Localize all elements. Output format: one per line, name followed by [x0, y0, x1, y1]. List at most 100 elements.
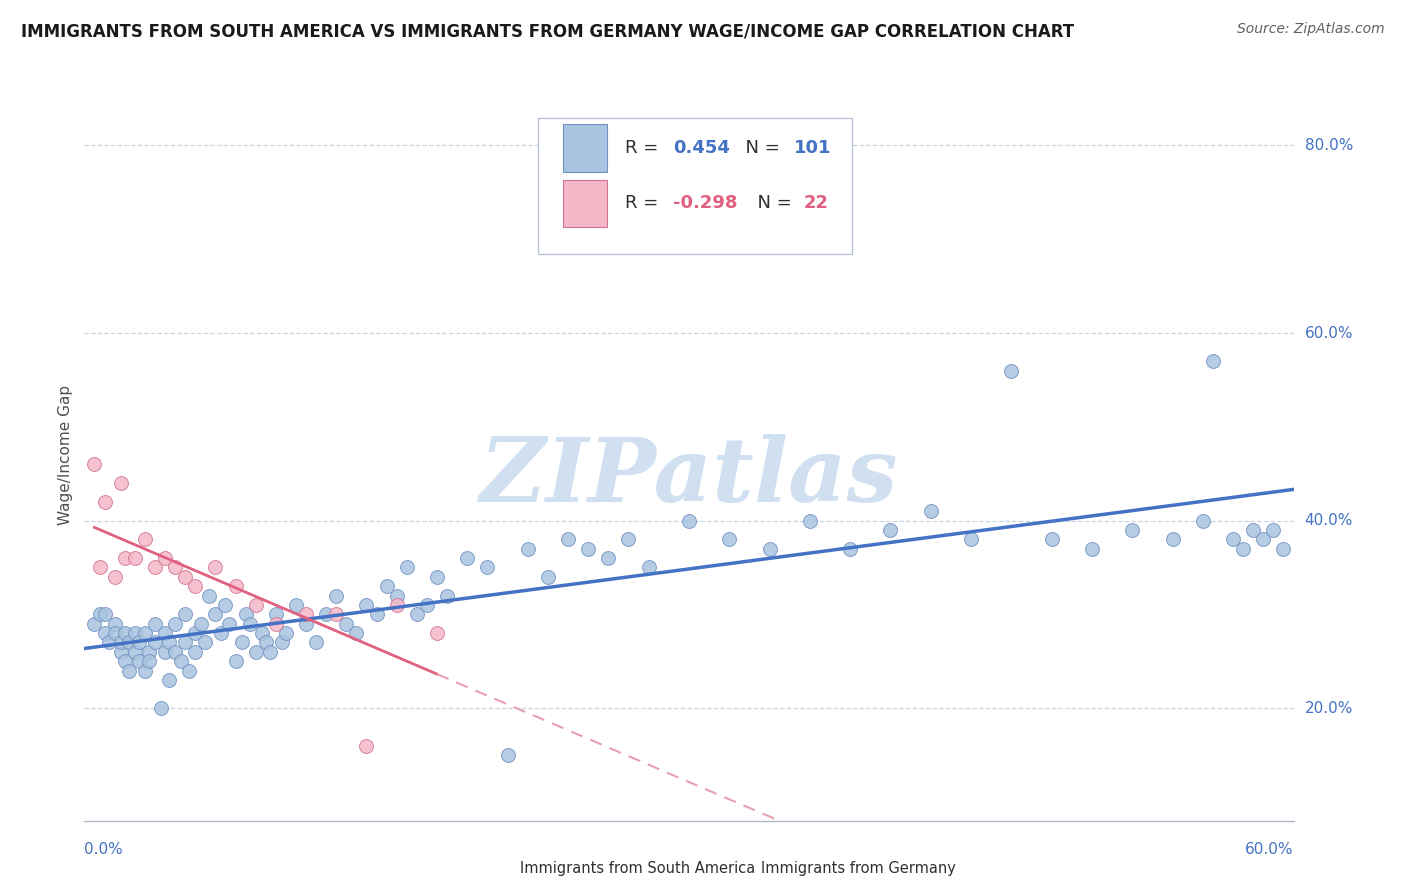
- Text: N =: N =: [745, 194, 797, 212]
- Text: R =: R =: [624, 194, 664, 212]
- Point: [325, 589, 347, 603]
- Point: [97, 635, 120, 649]
- Point: [149, 701, 172, 715]
- Point: [270, 635, 292, 649]
- Point: [214, 598, 236, 612]
- Point: [879, 523, 901, 537]
- Point: [174, 570, 197, 584]
- Text: Immigrants from South America: Immigrants from South America: [520, 861, 755, 876]
- Point: [426, 570, 449, 584]
- Point: [1081, 541, 1104, 556]
- Point: [395, 560, 418, 574]
- Text: 60.0%: 60.0%: [1305, 326, 1353, 341]
- Point: [143, 616, 166, 631]
- Point: [118, 635, 141, 649]
- Point: [305, 635, 328, 649]
- Point: [1232, 541, 1254, 556]
- Point: [104, 570, 127, 584]
- Point: [576, 541, 599, 556]
- Point: [264, 616, 287, 631]
- Point: [366, 607, 388, 622]
- Point: [516, 541, 538, 556]
- Point: [194, 635, 217, 649]
- Point: [537, 570, 560, 584]
- FancyBboxPatch shape: [564, 125, 607, 172]
- Point: [93, 607, 115, 622]
- Point: [250, 626, 273, 640]
- Point: [124, 551, 146, 566]
- Point: [1192, 514, 1215, 528]
- Point: [174, 635, 197, 649]
- Point: [204, 560, 226, 574]
- Point: [124, 645, 146, 659]
- Text: R =: R =: [624, 139, 664, 157]
- Point: [93, 495, 115, 509]
- Text: Source: ZipAtlas.com: Source: ZipAtlas.com: [1237, 22, 1385, 37]
- Point: [170, 654, 193, 668]
- Point: [264, 607, 287, 622]
- Point: [235, 607, 257, 622]
- Text: 22: 22: [804, 194, 828, 212]
- Point: [960, 533, 983, 547]
- Point: [426, 626, 449, 640]
- Point: [385, 598, 408, 612]
- Text: 20.0%: 20.0%: [1305, 700, 1353, 715]
- Point: [110, 476, 132, 491]
- Point: [83, 616, 105, 631]
- Point: [198, 589, 221, 603]
- Point: [179, 664, 201, 678]
- Point: [245, 645, 267, 659]
- Point: [557, 533, 579, 547]
- Point: [83, 458, 105, 472]
- Point: [138, 654, 160, 668]
- Point: [356, 598, 378, 612]
- Text: ZIPatlas: ZIPatlas: [481, 434, 897, 520]
- Point: [89, 560, 111, 574]
- Point: [110, 635, 132, 649]
- Point: [143, 635, 166, 649]
- Text: N =: N =: [734, 139, 785, 157]
- Point: [274, 626, 297, 640]
- Point: [174, 607, 197, 622]
- Point: [1263, 523, 1285, 537]
- Point: [114, 626, 136, 640]
- Text: Immigrants from Germany: Immigrants from Germany: [762, 861, 956, 876]
- Point: [1272, 541, 1295, 556]
- Point: [128, 654, 150, 668]
- Point: [1253, 533, 1275, 547]
- FancyBboxPatch shape: [538, 119, 852, 253]
- Point: [204, 607, 226, 622]
- Point: [157, 635, 180, 649]
- Point: [134, 626, 156, 640]
- Point: [637, 560, 659, 574]
- Text: 101: 101: [794, 139, 831, 157]
- Point: [385, 589, 408, 603]
- Point: [356, 739, 378, 753]
- Point: [128, 635, 150, 649]
- Point: [1222, 533, 1244, 547]
- Point: [617, 533, 640, 547]
- Point: [346, 626, 368, 640]
- Point: [124, 626, 146, 640]
- Point: [259, 645, 281, 659]
- Point: [1161, 533, 1184, 547]
- Point: [134, 533, 156, 547]
- Point: [718, 533, 741, 547]
- Point: [315, 607, 337, 622]
- Point: [165, 616, 187, 631]
- Text: 40.0%: 40.0%: [1305, 513, 1353, 528]
- Point: [231, 635, 253, 649]
- Point: [89, 607, 111, 622]
- Point: [118, 664, 141, 678]
- Point: [456, 551, 478, 566]
- Point: [295, 616, 318, 631]
- Point: [416, 598, 439, 612]
- Point: [157, 673, 180, 687]
- Point: [143, 560, 166, 574]
- Point: [406, 607, 429, 622]
- FancyBboxPatch shape: [713, 851, 752, 884]
- Point: [190, 616, 212, 631]
- Point: [153, 551, 176, 566]
- Point: [335, 616, 357, 631]
- Point: [114, 654, 136, 668]
